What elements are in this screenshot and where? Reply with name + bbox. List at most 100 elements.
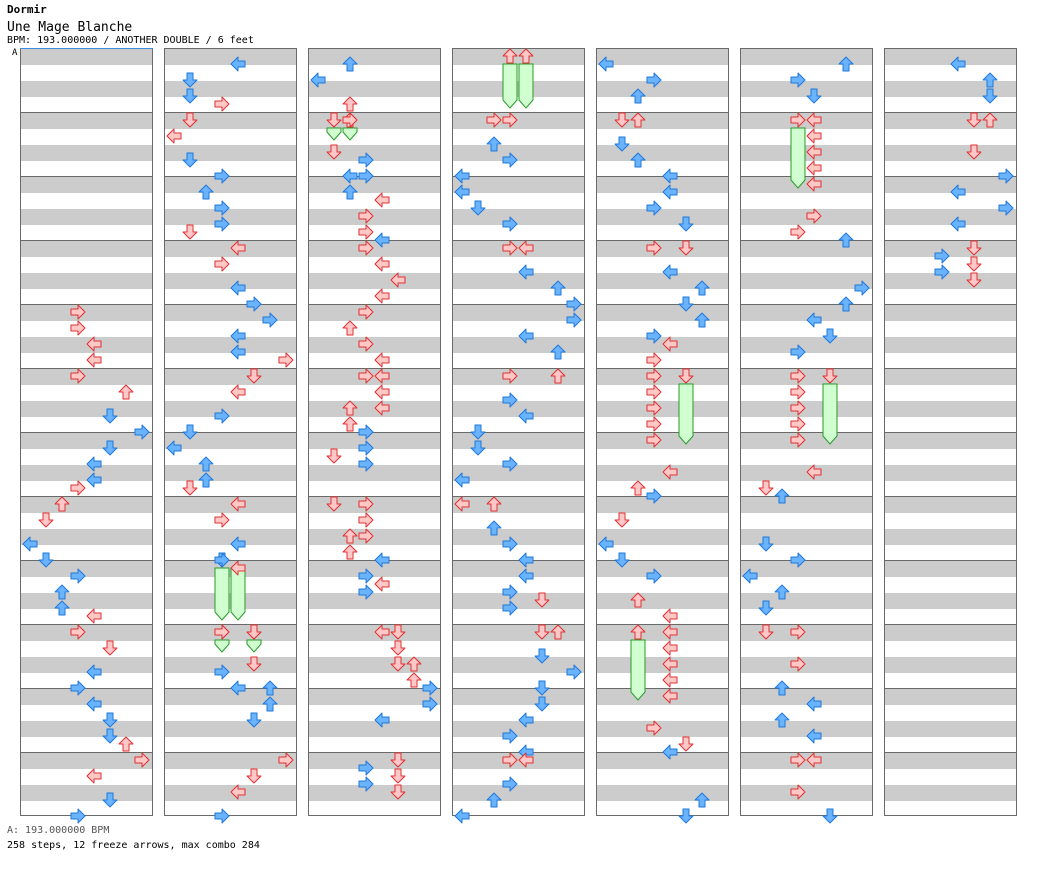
measure-line <box>740 432 873 433</box>
step-arrow <box>678 808 694 824</box>
step-arrow <box>550 280 566 296</box>
step-arrow <box>646 416 662 432</box>
step-arrow <box>214 552 230 568</box>
step-arrow <box>310 72 326 88</box>
step-arrow <box>22 536 38 552</box>
step-arrow <box>758 600 774 616</box>
step-arrow <box>806 112 822 128</box>
step-arrow <box>422 680 438 696</box>
step-arrow <box>806 144 822 160</box>
measure-line <box>740 304 873 305</box>
step-arrow <box>214 808 230 824</box>
step-arrow <box>214 256 230 272</box>
step-arrow <box>358 368 374 384</box>
step-arrow <box>982 72 998 88</box>
step-arrow <box>358 760 374 776</box>
step-arrow <box>390 272 406 288</box>
measure-line <box>452 304 585 305</box>
step-arrow <box>646 328 662 344</box>
step-arrow <box>406 656 422 672</box>
step-arrow <box>342 528 358 544</box>
measure-line <box>308 304 441 305</box>
step-arrow <box>534 680 550 696</box>
measure-line <box>20 304 153 305</box>
step-arrow <box>630 592 646 608</box>
step-arrow <box>502 240 518 256</box>
step-arrow <box>486 792 502 808</box>
step-arrow <box>214 664 230 680</box>
step-arrow <box>454 168 470 184</box>
freeze-arrow <box>342 127 358 141</box>
step-arrow <box>662 464 678 480</box>
step-arrow <box>358 440 374 456</box>
measure-line <box>20 432 153 433</box>
step-arrow <box>342 416 358 432</box>
step-arrow <box>502 48 518 64</box>
step-arrow <box>486 112 502 128</box>
step-arrow <box>998 168 1014 184</box>
step-arrow <box>518 568 534 584</box>
step-arrow <box>358 168 374 184</box>
step-arrow <box>54 496 70 512</box>
step-arrow <box>230 344 246 360</box>
step-arrow <box>662 688 678 704</box>
step-arrow <box>806 312 822 328</box>
measure-line <box>596 368 729 369</box>
step-arrow <box>390 640 406 656</box>
measure-line <box>884 496 1017 497</box>
step-arrow <box>214 168 230 184</box>
step-arrow <box>390 752 406 768</box>
measure-line <box>740 240 873 241</box>
step-arrow <box>678 296 694 312</box>
step-arrow <box>70 304 86 320</box>
measure-line <box>20 368 153 369</box>
step-arrow <box>838 56 854 72</box>
step-arrow <box>214 512 230 528</box>
measure-line <box>596 112 729 113</box>
step-arrow <box>102 712 118 728</box>
measure-line <box>452 176 585 177</box>
step-arrow <box>838 296 854 312</box>
step-arrow <box>502 536 518 552</box>
step-arrow <box>518 408 534 424</box>
step-arrow <box>518 712 534 728</box>
step-arrow <box>646 240 662 256</box>
step-arrow <box>358 512 374 528</box>
step-arrow <box>550 624 566 640</box>
step-arrow <box>566 296 582 312</box>
step-arrow <box>182 112 198 128</box>
measure-line <box>884 240 1017 241</box>
freeze-arrow <box>790 127 806 189</box>
measure-line <box>164 112 297 113</box>
step-arrow <box>854 280 870 296</box>
song-artist: Dormir <box>7 3 47 16</box>
step-arrow <box>134 424 150 440</box>
step-arrow <box>678 736 694 752</box>
step-arrow <box>662 640 678 656</box>
step-arrow <box>966 272 982 288</box>
step-arrow <box>822 808 838 824</box>
step-arrow <box>134 752 150 768</box>
step-arrow <box>198 472 214 488</box>
step-arrow <box>598 536 614 552</box>
step-arrow <box>790 784 806 800</box>
step-arrow <box>806 752 822 768</box>
measure-line <box>452 560 585 561</box>
step-arrow <box>806 176 822 192</box>
measure-line <box>884 368 1017 369</box>
step-arrow <box>678 216 694 232</box>
step-arrow <box>502 584 518 600</box>
step-arrow <box>358 496 374 512</box>
step-arrow <box>982 112 998 128</box>
measure-line <box>884 752 1017 753</box>
step-arrow <box>246 656 262 672</box>
measure-line <box>596 176 729 177</box>
measure-line <box>164 688 297 689</box>
step-arrow <box>646 352 662 368</box>
step-arrow <box>358 456 374 472</box>
step-arrow <box>806 464 822 480</box>
step-arrow <box>326 112 342 128</box>
step-arrow <box>502 368 518 384</box>
